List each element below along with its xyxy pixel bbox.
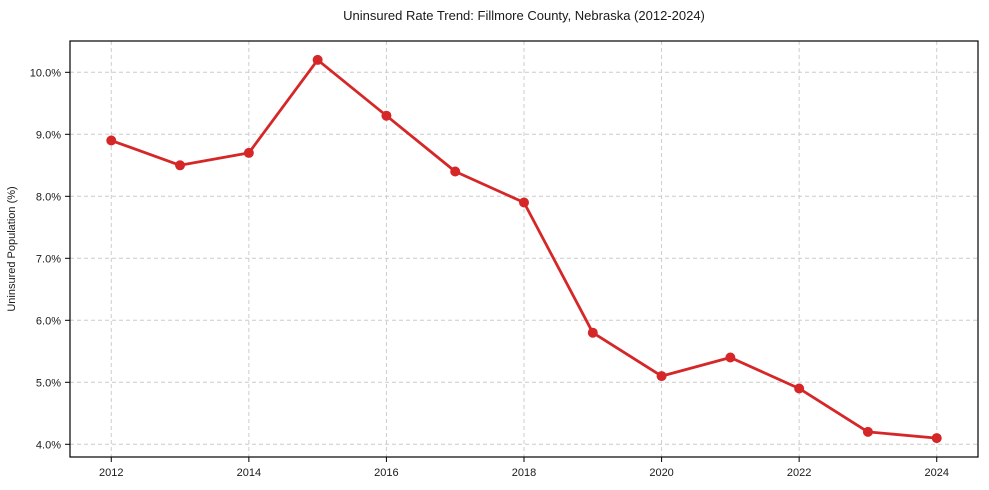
x-tick-label: 2014 <box>237 467 261 479</box>
data-point <box>725 352 736 363</box>
x-tick-label: 2022 <box>787 467 811 479</box>
data-point <box>175 160 186 171</box>
x-tick-label: 2020 <box>649 467 673 479</box>
data-point <box>587 327 598 338</box>
data-point <box>312 54 323 65</box>
y-tick-label: 5.0% <box>36 377 61 389</box>
y-axis-label: Uninsured Population (%) <box>6 186 18 311</box>
x-tick-label: 2012 <box>99 467 123 479</box>
data-point <box>931 433 942 444</box>
x-tick-label: 2024 <box>924 467 948 479</box>
data-point <box>106 135 117 146</box>
y-tick-label: 8.0% <box>36 191 61 203</box>
data-point <box>794 383 805 394</box>
chart-title: Uninsured Rate Trend: Fillmore County, N… <box>343 8 705 23</box>
y-tick-label: 7.0% <box>36 253 61 265</box>
data-point <box>656 371 667 382</box>
data-series <box>106 54 942 444</box>
data-point <box>243 147 254 158</box>
y-tick-label: 10.0% <box>30 67 61 79</box>
axis-ticks: 4.0% 5.0% 6.0% 7.0% 8.0% 9.0% 10.0% 2012 2014 201… <box>30 67 949 479</box>
data-point <box>862 426 873 437</box>
y-tick-label: 4.0% <box>36 439 61 451</box>
data-point <box>381 110 392 121</box>
trend-line <box>109 58 939 440</box>
data-point <box>519 197 529 208</box>
y-tick-label: 6.0% <box>36 315 61 327</box>
gridlines <box>70 41 978 457</box>
plot-frame <box>69 40 979 458</box>
x-tick-label: 2018 <box>512 467 536 479</box>
y-tick-label: 9.0% <box>36 129 61 141</box>
data-point <box>450 166 461 177</box>
x-tick-label: 2016 <box>374 467 398 479</box>
plot-border <box>69 40 979 458</box>
